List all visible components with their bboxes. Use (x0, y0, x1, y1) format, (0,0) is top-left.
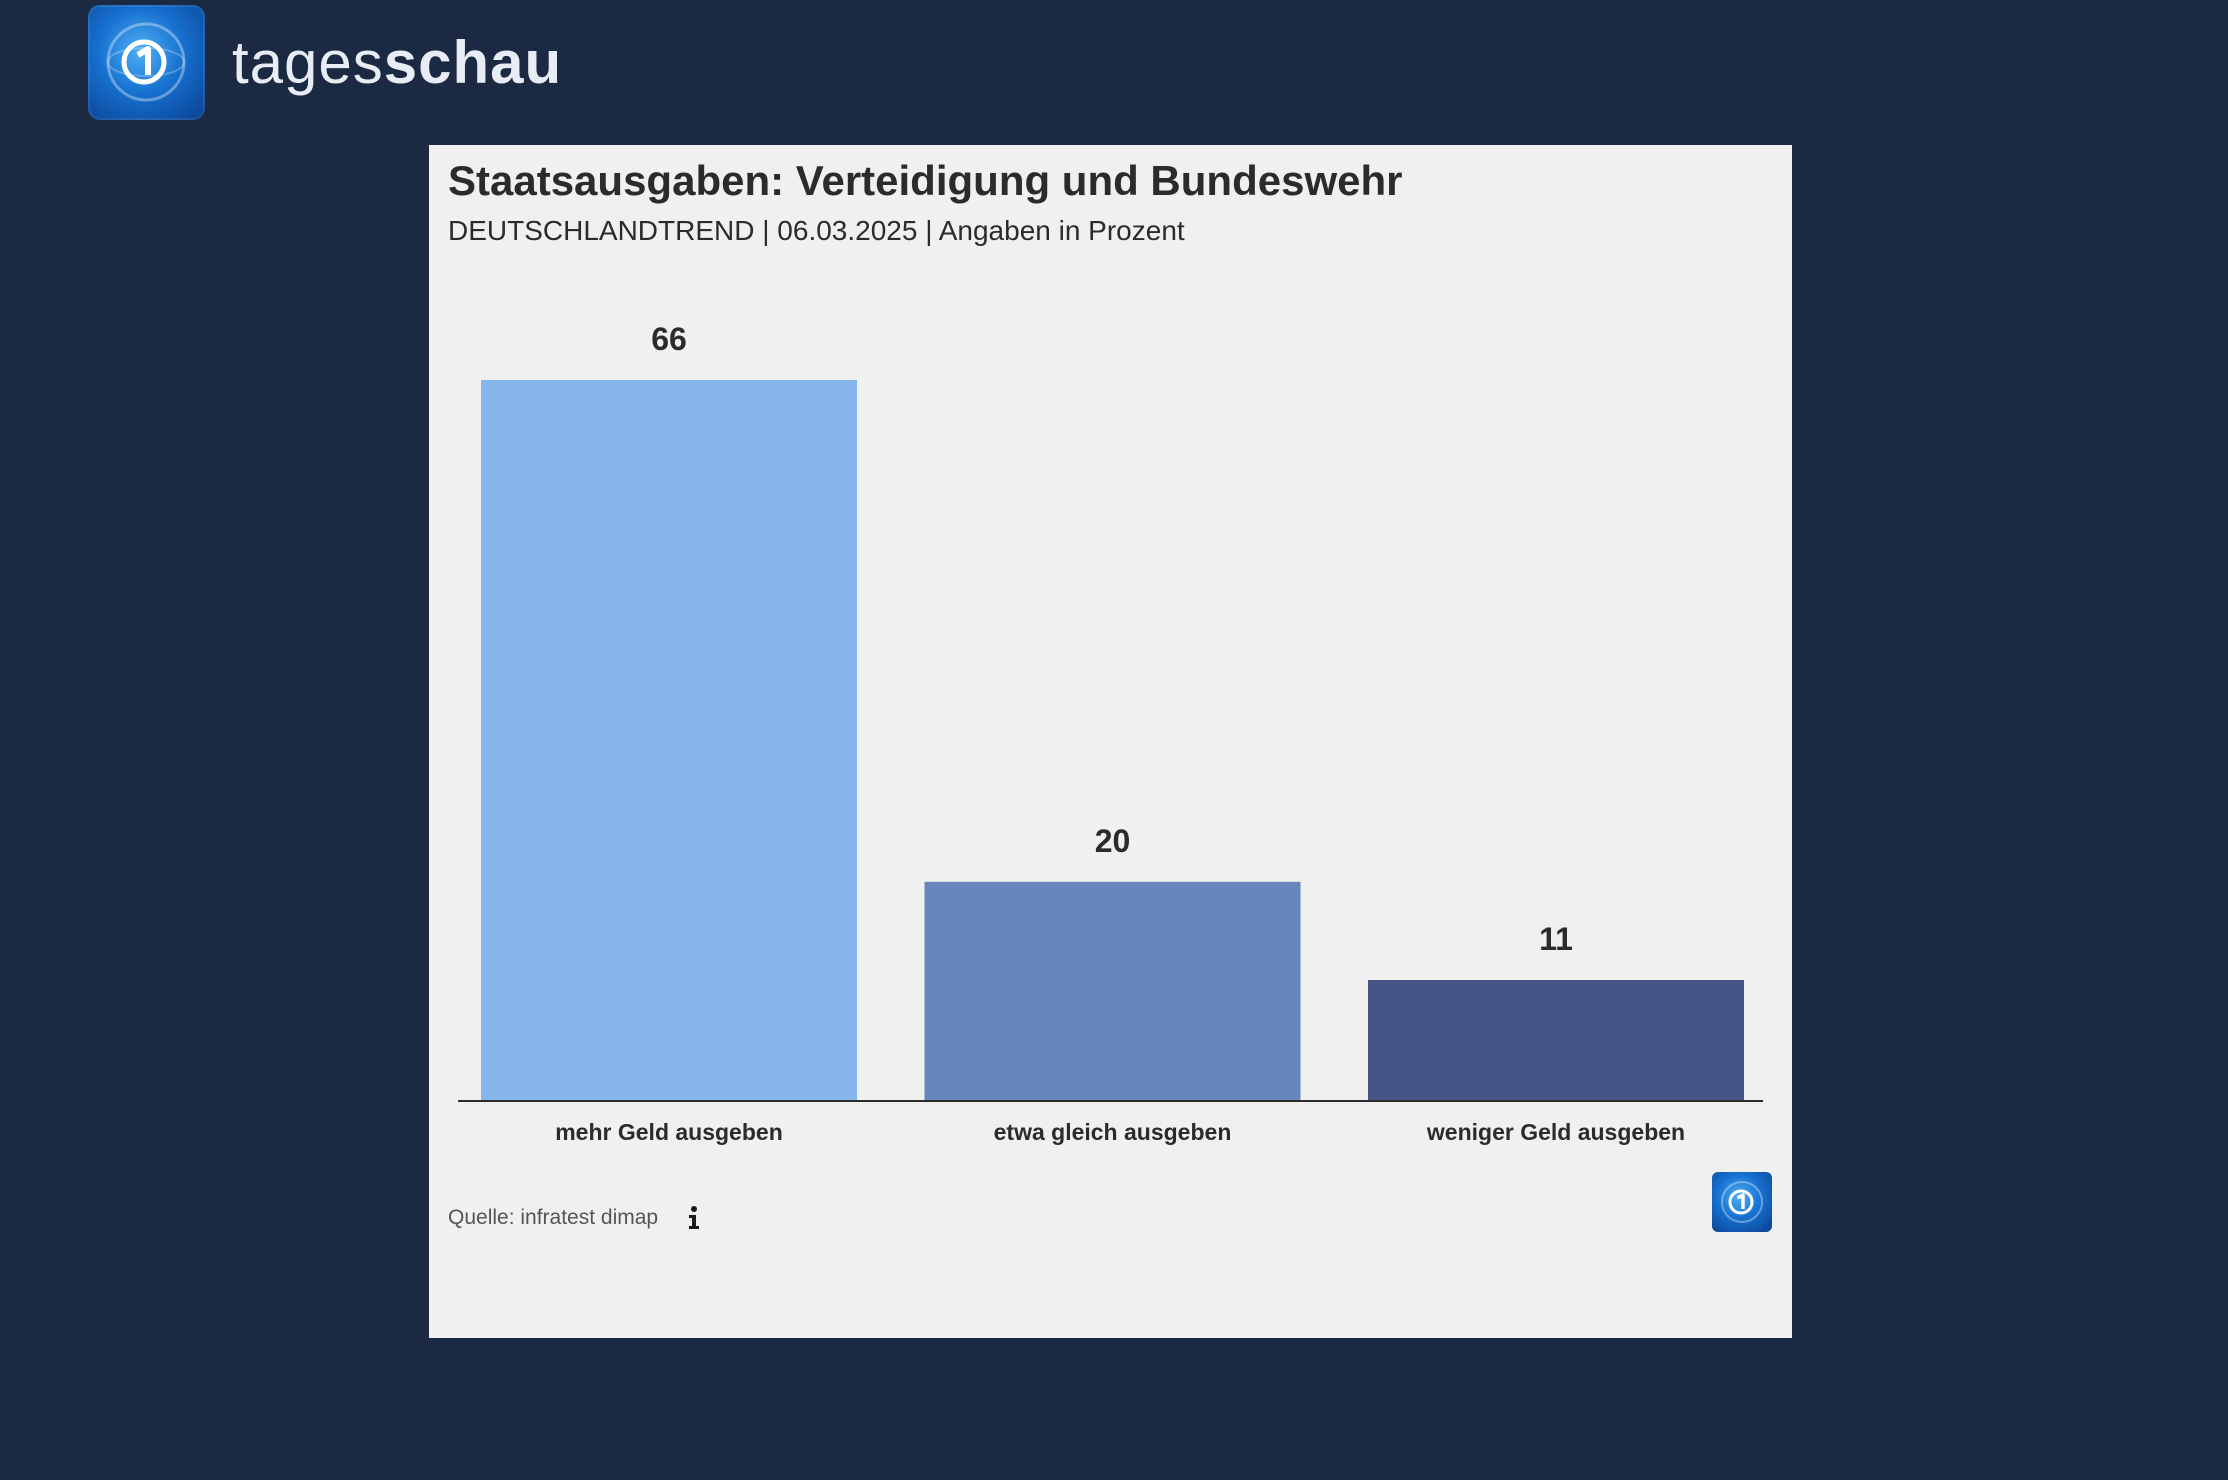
chart-title: Staatsausgaben: Verteidigung und Bundesw… (448, 157, 1403, 204)
brand-name-bold: schau (383, 28, 563, 96)
bar-2[interactable] (924, 881, 1301, 1100)
bar-value-label: 66 (651, 321, 687, 357)
category-label: etwa gleich ausgeben (994, 1119, 1232, 1145)
chart-subtitle: DEUTSCHLANDTREND | 06.03.2025 | Angaben … (448, 215, 1185, 246)
bar-1[interactable] (481, 380, 857, 1100)
bar-3[interactable] (1368, 980, 1744, 1100)
site-header: tagesschau (88, 5, 562, 120)
tagesschau-globe-icon-small[interactable] (1712, 1172, 1772, 1232)
brand-wordmark[interactable]: tagesschau (232, 32, 562, 93)
bar-chart: 66 mehr Geld ausgeben 20 etwa gleich ausgeb… (458, 321, 1763, 1145)
source-label: Quelle: infratest dimap (448, 1206, 659, 1229)
category-label: mehr Geld ausgeben (555, 1119, 783, 1145)
brand-name-light: tages (232, 28, 384, 96)
chart-card: Staatsausgaben: Verteidigung und Bundesw… (429, 145, 1792, 1338)
tagesschau-globe-icon[interactable] (88, 5, 205, 120)
bar-value-label: 20 (1095, 823, 1131, 859)
category-label: weniger Geld ausgeben (1426, 1119, 1685, 1145)
source-note: Quelle: infratest dimap (448, 1205, 704, 1231)
bar-value-label: 11 (1539, 921, 1573, 957)
info-icon[interactable] (684, 1205, 704, 1231)
